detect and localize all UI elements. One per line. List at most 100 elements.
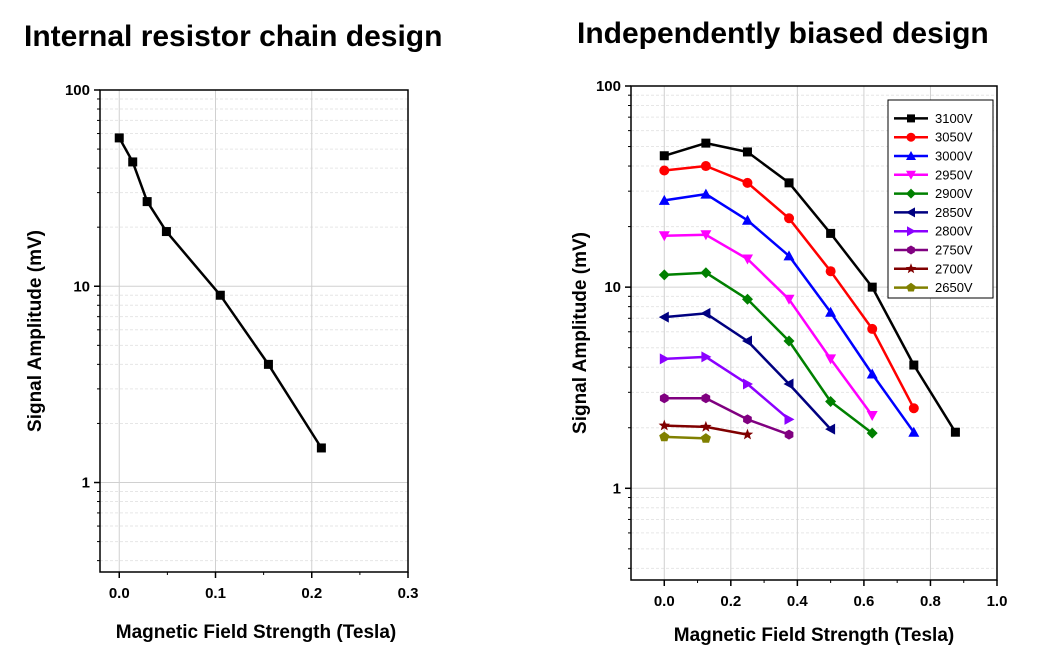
series-2900V <box>658 267 878 439</box>
data-point <box>784 178 794 188</box>
x-tick-label: 0.4 <box>787 593 809 610</box>
legend-label: 2800V <box>935 224 973 239</box>
data-point <box>783 294 795 305</box>
legend-label: 2650V <box>935 280 973 295</box>
series-1 <box>114 133 326 453</box>
data-point <box>700 307 711 319</box>
legend-label: 2950V <box>935 167 973 182</box>
data-point <box>950 427 960 437</box>
data-point <box>263 359 273 369</box>
data-point <box>784 429 794 440</box>
legend-label: 2900V <box>935 186 973 201</box>
legend-marker <box>906 207 915 218</box>
legend-marker <box>907 114 915 123</box>
grid <box>100 89 408 572</box>
plot-frame <box>630 85 998 581</box>
series-2950V <box>658 230 878 421</box>
x-tick-label: 0.0 <box>654 593 675 610</box>
data-point <box>700 420 712 432</box>
series-2800V <box>659 351 795 425</box>
data-point <box>741 428 754 440</box>
legend-label: 2850V <box>935 205 973 220</box>
data-point <box>658 419 670 431</box>
series-2750V <box>659 393 794 440</box>
x-tick-label: 0.2 <box>720 593 741 610</box>
y-tick-label: 1 <box>613 480 621 497</box>
y-tick-label: 100 <box>65 82 90 99</box>
legend-marker <box>906 188 916 199</box>
x-tick-label: 0.0 <box>109 585 130 602</box>
data-point <box>142 197 152 207</box>
data-point <box>658 194 670 205</box>
y-tick-label: 10 <box>604 279 621 296</box>
legend-item: 3000V <box>894 149 973 164</box>
legend-label: 3000V <box>935 149 973 164</box>
data-point <box>215 290 225 300</box>
series-line <box>664 271 873 435</box>
y-tick-label: 100 <box>596 78 621 95</box>
data-point <box>908 403 919 414</box>
y-tick-label: 1 <box>82 475 90 492</box>
legend-item: 3050V <box>894 130 973 145</box>
data-point <box>742 214 753 225</box>
legend-item: 2800V <box>894 224 973 239</box>
series-line <box>664 435 706 440</box>
data-point <box>161 227 171 237</box>
data-point <box>658 311 669 323</box>
x-tick-label: 0.8 <box>920 593 941 610</box>
legend-label: 3100V <box>935 111 973 126</box>
y-tick-label: 10 <box>73 278 90 295</box>
data-point <box>742 335 752 347</box>
data-point <box>825 396 837 407</box>
data-point <box>701 393 711 404</box>
series-2700V <box>658 419 754 440</box>
data-point <box>825 423 836 435</box>
series-2650V <box>659 431 711 443</box>
x-tick-label: 0.3 <box>398 585 419 602</box>
data-point <box>783 335 795 347</box>
data-point <box>784 413 795 425</box>
data-point <box>866 427 878 439</box>
data-point <box>659 393 669 404</box>
y-axis-label: Signal Amplitude (mV) <box>570 232 591 434</box>
data-point <box>825 306 837 317</box>
data-point <box>908 426 920 437</box>
legend-box <box>887 99 994 299</box>
x-tick-label: 0.6 <box>853 593 874 610</box>
data-point <box>316 443 326 453</box>
data-point <box>114 133 124 143</box>
data-point <box>825 266 836 277</box>
data-point <box>825 354 837 365</box>
x-tick-label: 0.2 <box>301 585 322 602</box>
legend-marker <box>905 263 917 274</box>
data-point <box>658 231 670 242</box>
chart-1: 0.0 0.1 0.2 0.3 1 10 100 Magnetic Field Strengt… <box>25 82 418 643</box>
data-point <box>742 177 753 188</box>
x-axis-label: Magnetic Field Strength (Tesla) <box>116 622 396 643</box>
legend-marker <box>907 245 915 255</box>
data-point <box>826 228 836 238</box>
series-line <box>664 233 874 417</box>
legend-item: 2900V <box>894 186 973 201</box>
data-point <box>701 351 712 363</box>
legend-item: 2650V <box>894 280 973 295</box>
data-point <box>866 411 878 421</box>
data-point <box>658 269 670 281</box>
series-3050V <box>659 161 919 414</box>
data-point <box>700 433 711 443</box>
chart-2: 0.0 0.2 0.4 0.6 0.8 1.0 1 10 100 Magnetic Field S… <box>570 78 1007 646</box>
data-point <box>700 267 712 279</box>
data-point <box>659 151 669 161</box>
data-point <box>700 161 711 172</box>
data-point <box>742 254 753 265</box>
series-line <box>664 355 790 421</box>
legend-label: 2750V <box>935 243 973 258</box>
legend-marker <box>906 151 916 160</box>
data-point <box>909 360 919 370</box>
left-chart-title: Internal resistor chain design <box>24 20 443 53</box>
legend-marker <box>906 132 916 142</box>
plot-frame <box>99 89 409 573</box>
data-point <box>784 213 795 224</box>
data-point <box>659 353 670 365</box>
